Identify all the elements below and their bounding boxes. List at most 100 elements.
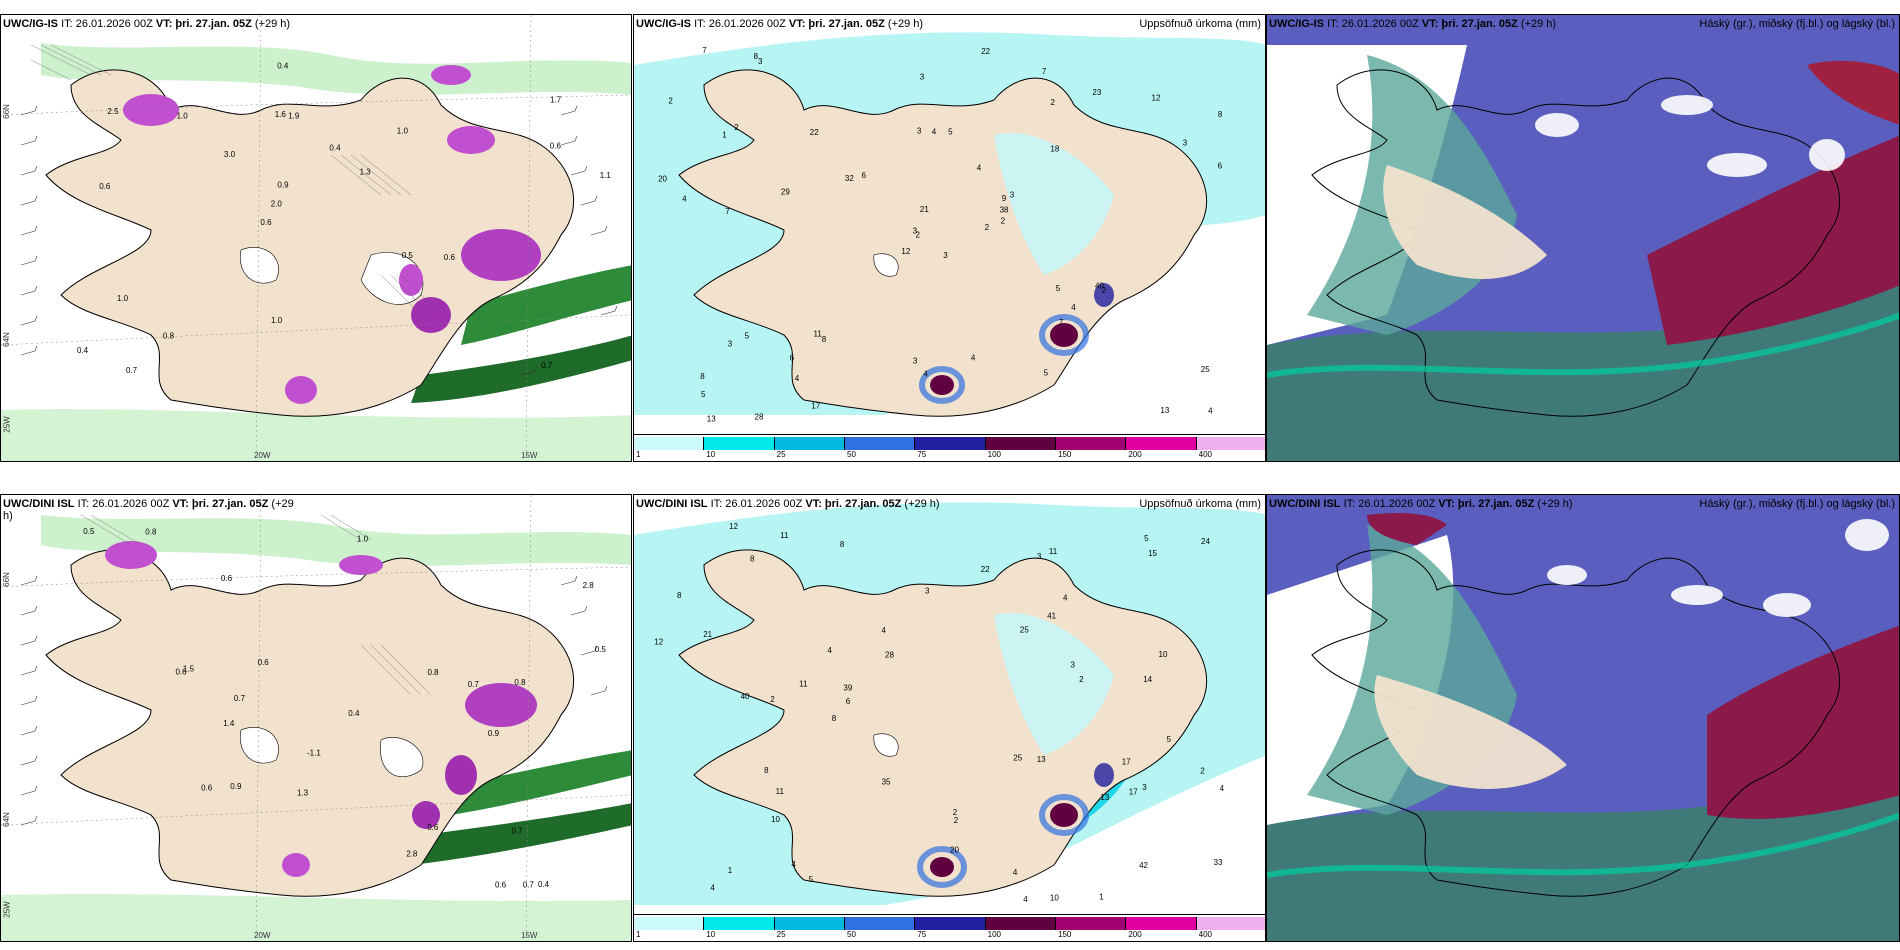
precip-value-label: 0.6: [99, 182, 111, 191]
precip-value-label: 7: [1059, 318, 1064, 327]
precip-value-label: 0.6: [550, 142, 562, 151]
precip-value-label: 20: [658, 175, 667, 184]
precip-value-label: 1: [728, 866, 733, 875]
colorbar-swatch: [1126, 917, 1197, 930]
precip-value-label: 11: [799, 679, 808, 688]
precip-value-label: 3: [1037, 552, 1042, 561]
precip-value-label: 5: [745, 332, 750, 341]
colorbar-tick-label: 50: [847, 450, 856, 459]
precip-value-label: 1.1: [600, 171, 612, 180]
panel-header: UWC/IG-IS IT: 26.01.2026 00Z VT: þri. 27…: [636, 18, 924, 30]
colorbar-swatch: [985, 437, 1056, 450]
precip-value-label: 2: [1051, 98, 1056, 107]
precip-value-label: 0.9: [488, 729, 500, 738]
precip-value-label: 2.5: [107, 107, 119, 116]
precip-value-label: 1.0: [177, 112, 189, 121]
map-svg: 0.7 0.6 1.7 0.6 1.0 0.7 1.6 0.4 1.0 3.0 0.4 0.8 1.9 1…: [1, 15, 631, 461]
precip-value-label: 5: [1056, 284, 1061, 293]
precip-value-label: 0.9: [277, 180, 289, 189]
colorbar-tick-label: 400: [1198, 450, 1213, 459]
panel-ig-is-cloud-cover: UWC/IG-IS IT: 26.01.2026 00Z VT: þri. 27…: [1266, 14, 1900, 462]
precip-value-label: 11: [780, 531, 789, 540]
precip-value-label: 5: [809, 875, 814, 884]
precip-value-label: 25: [1020, 625, 1029, 634]
lat-label: 25W: [2, 416, 12, 433]
precip-value-label: 39: [843, 683, 852, 692]
precip-value-labels: 3128987522347812182834565443223456332122…: [658, 46, 1223, 423]
colorbar-swatch: [915, 437, 986, 450]
precip-value-label: 5: [1144, 534, 1149, 543]
precip-value-label: 0.7: [126, 366, 138, 375]
lon-label: 20W: [254, 451, 271, 460]
colorbar-tick-label: 100: [987, 450, 1002, 459]
precip-value-label: 5: [948, 127, 953, 136]
colorbar-tick-label: 150: [1058, 930, 1072, 939]
precip-value-label: 32: [845, 174, 854, 183]
precip-value-label: 3: [943, 251, 948, 260]
precip-value-label: 13: [1037, 755, 1046, 764]
precip-value-label: 0.7: [541, 361, 553, 370]
colorbar-swatch: [985, 917, 1056, 930]
colorbar-tick-label: 400: [1198, 930, 1213, 939]
precip-value-label: 0.9: [230, 782, 242, 791]
precip-value-label: 17: [811, 401, 820, 410]
precip-value-label: 4: [1063, 593, 1068, 602]
precip-value-label: 5: [701, 390, 706, 399]
colorbar-swatch: [1196, 437, 1265, 450]
colorbar-tick-label: 25: [776, 930, 786, 939]
precip-value-label: 0.4: [329, 143, 341, 152]
precip-value-label: 0.6: [260, 218, 272, 227]
panel-header: UWC/DINI ISL IT: 26.01.2026 00Z VT: þri.…: [1269, 498, 1573, 510]
lat-label: 64N: [1, 332, 11, 347]
precip-value-label: 15: [1148, 549, 1157, 558]
precip-value-label: 3: [913, 226, 918, 235]
precip-value-label: -1.1: [307, 748, 321, 757]
precip-value-label: 10: [1050, 893, 1059, 902]
map-svg: [1267, 495, 1899, 941]
precip-value-label: 35: [882, 778, 891, 787]
colorbar-swatch: [774, 917, 845, 930]
precip-value-label: 41: [1047, 612, 1056, 621]
precip-value-label: 42: [1139, 861, 1148, 870]
precip-value-label: 0.6: [221, 574, 233, 583]
precip-value-label: 8: [822, 335, 827, 344]
precip-value-label: 1.5: [183, 664, 195, 673]
precip-value-label: 3: [913, 357, 918, 366]
precip-value-label: 1.6: [275, 110, 287, 119]
colorbar-tick-label: 75: [917, 450, 927, 459]
precip-value-label: 3: [1071, 660, 1076, 669]
precip-value-label: 0.8: [514, 678, 526, 687]
precip-value-label: 12: [729, 522, 738, 531]
precip-value-label: 3: [1183, 139, 1188, 148]
colorbar-swatch: [634, 917, 705, 930]
precip-value-label: 0.6: [258, 658, 270, 667]
precip-value-label: 2: [985, 223, 990, 232]
precip-value-label: 6: [846, 697, 851, 706]
precip-value-label: 0.7: [523, 881, 535, 890]
map-svg: 3128987522347812182834565443223456332122…: [634, 15, 1265, 437]
precip-value-label: 2.8: [406, 850, 418, 859]
colorbar-tick-label: 50: [847, 930, 856, 939]
precip-value-label: 1.9: [288, 111, 300, 120]
precip-value-label: 7: [1042, 67, 1047, 76]
precip-value-label: 22: [981, 565, 990, 574]
colorbar-swatch: [704, 917, 775, 930]
precip-value-label: 1.0: [357, 534, 369, 543]
precip-value-label: 4: [923, 370, 928, 379]
panel-field-title: Uppsöfnuð úrkoma (mm): [1139, 18, 1261, 30]
precip-value-label: 0.4: [77, 346, 89, 355]
precip-value-label: 40: [1095, 281, 1104, 290]
precip-value-labels: 0.7 0.6 1.7 0.6 1.0 0.7 1.6 0.4 1.0 3.0 0.4 0.8 1.9 1…: [77, 62, 611, 375]
precip-value-label: 0.6: [444, 253, 456, 262]
precip-value-label: 0.8: [428, 668, 440, 677]
precip-value-label: 7: [702, 46, 707, 55]
precip-colorbar: 1 10 25 50 75 100 150 200 400: [634, 434, 1265, 461]
panel-dini-precip-wind: -1.1 0.6 0.8 0.9 0.4 0.6 1.3 1.4 0.9 0.7 0.8 1.0 0.5…: [0, 494, 632, 942]
lon-label: 15W: [521, 451, 538, 460]
precip-value-label: 8: [1218, 110, 1223, 119]
precip-colorbar: 1 10 25 50 75 100 150 200 400: [634, 914, 1265, 941]
precip-value-label: 8: [764, 766, 769, 775]
precip-value-label: 18: [1050, 145, 1059, 154]
precip-value-label: 2: [1102, 286, 1107, 295]
precip-value-label: 8: [750, 554, 755, 563]
